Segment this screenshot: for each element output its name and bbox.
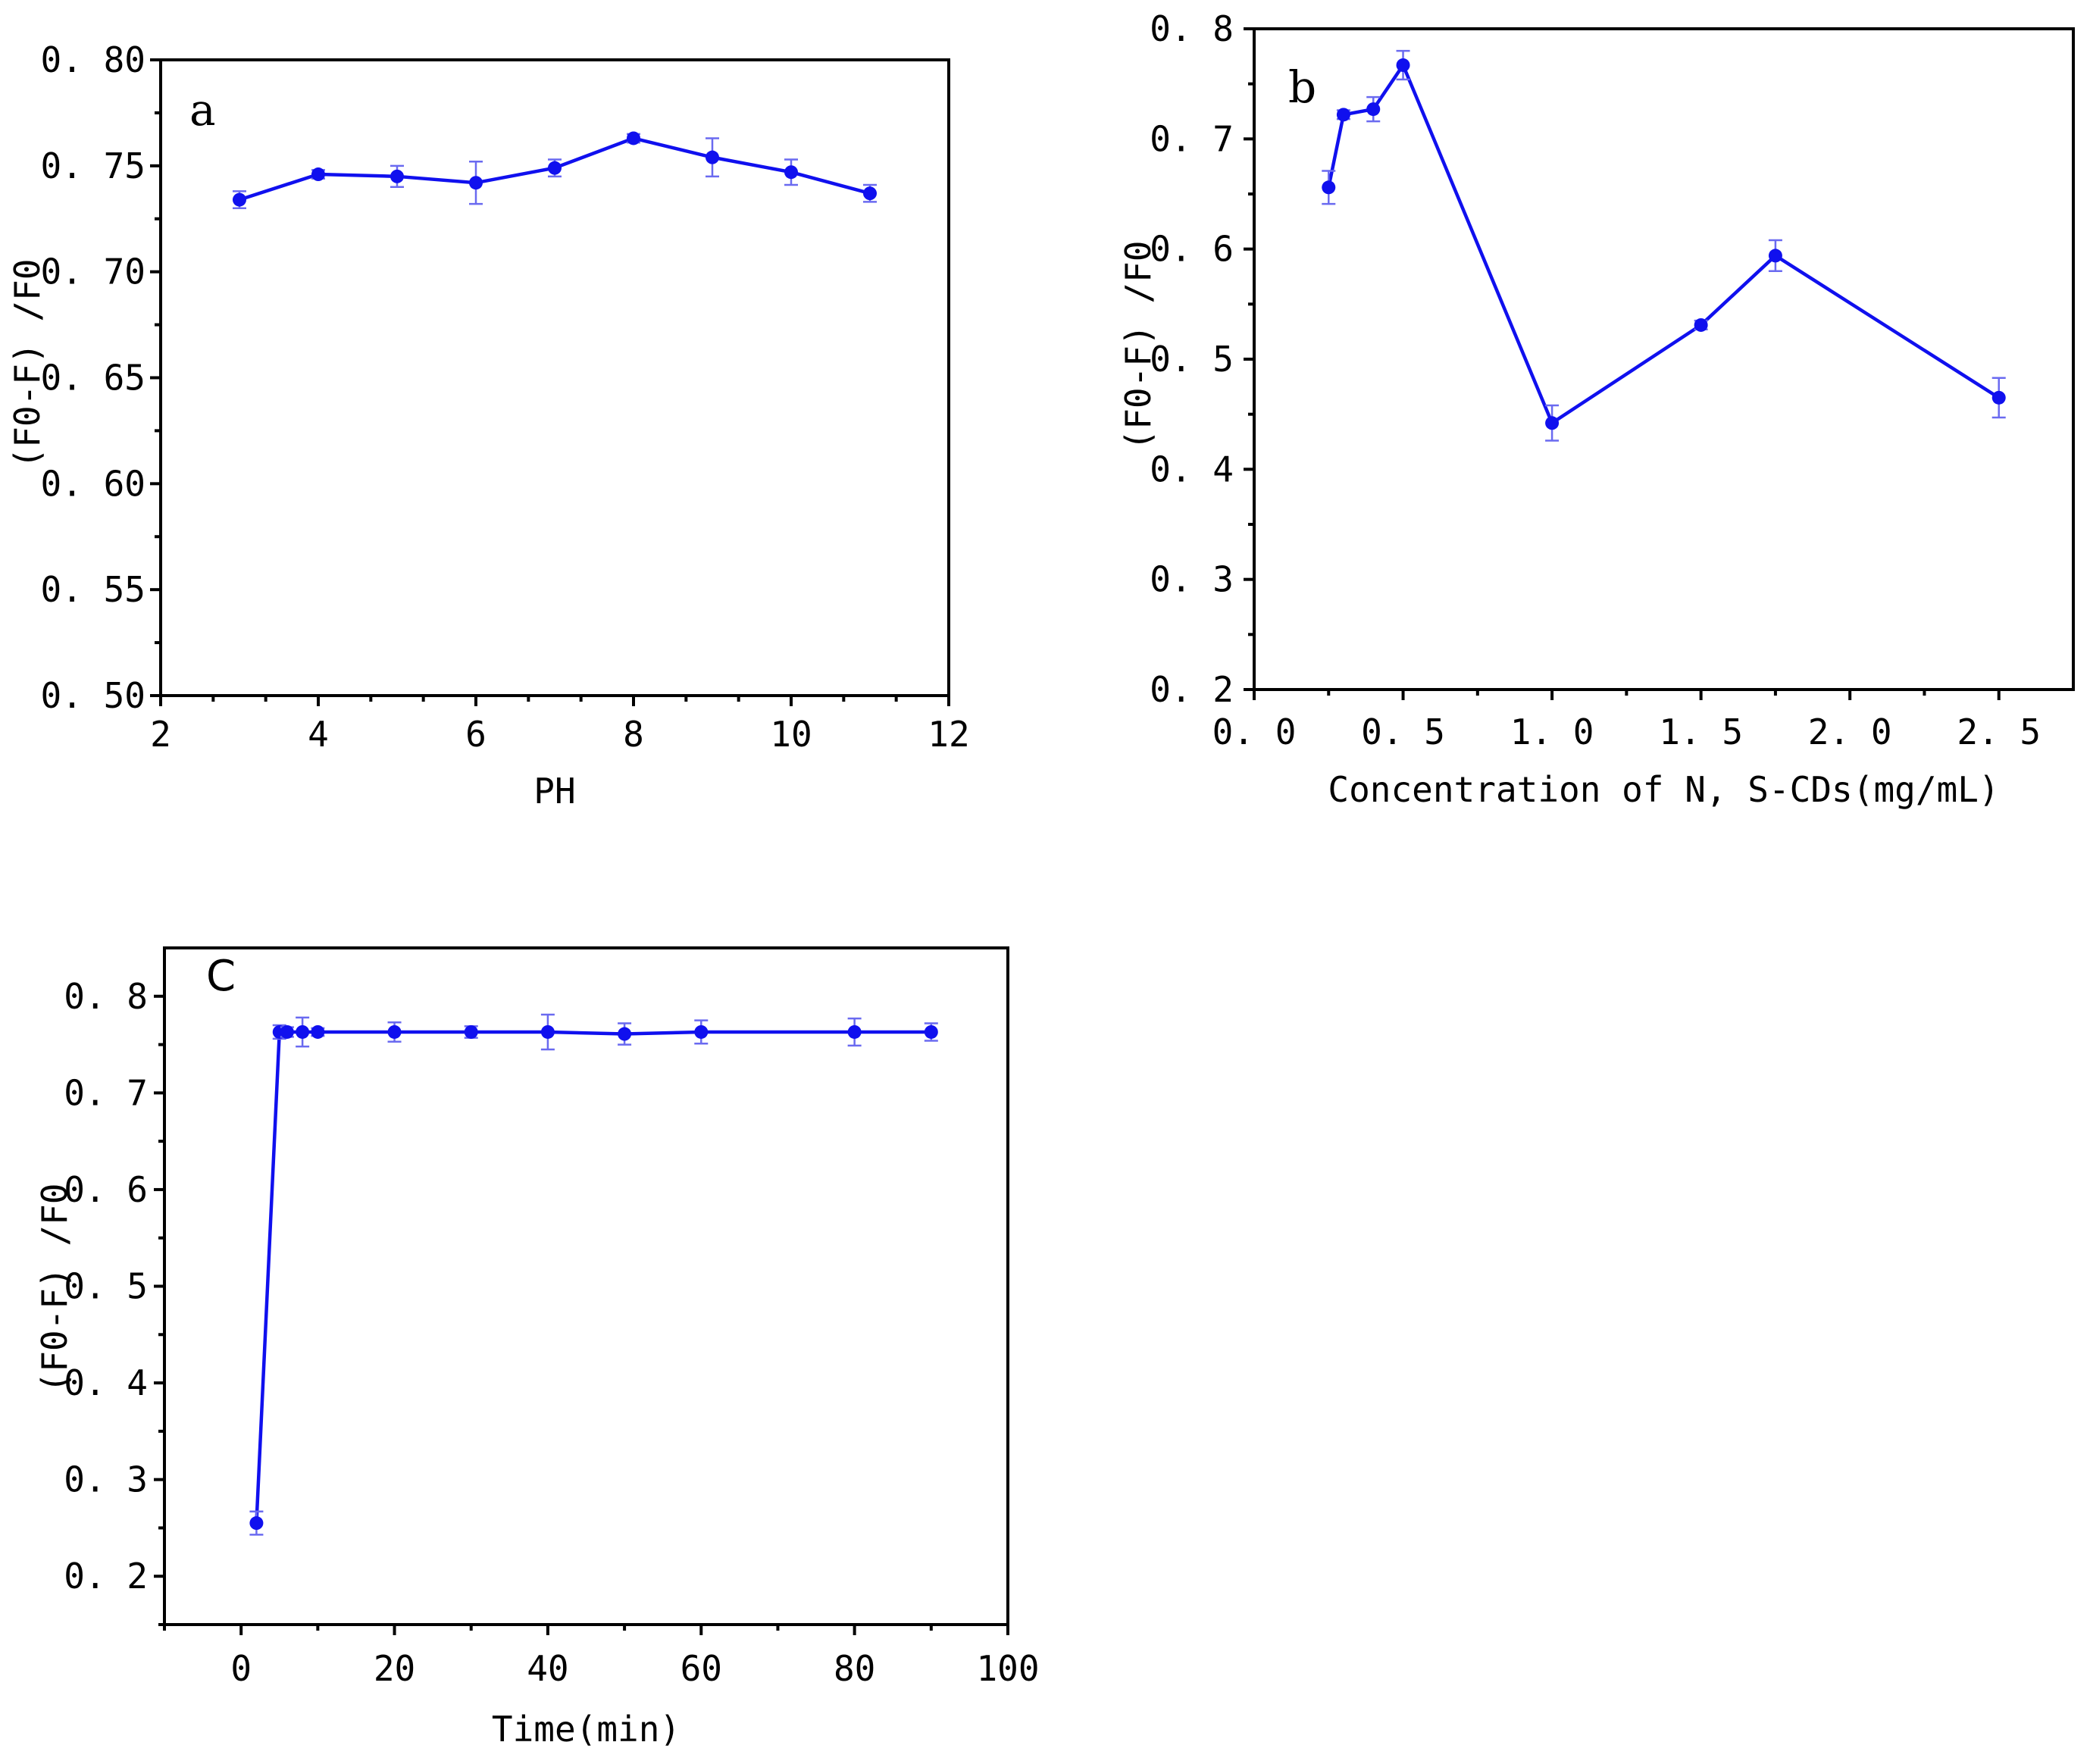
x-tick-label: 1. 0 — [1510, 712, 1594, 752]
data-point — [847, 1024, 862, 1039]
chart-panel-b: 0. 0 0. 5 1. 0 1. 5 2. 0 2. 5 0. 2 0. 3 0. 4 0. 5… — [1118, 8, 2075, 810]
plot-frame — [163, 946, 1009, 1626]
data-point — [863, 186, 877, 201]
data-point — [469, 176, 483, 190]
data-point — [387, 1024, 402, 1039]
data-point — [548, 161, 562, 175]
data-point — [296, 1024, 310, 1039]
x-tick-label: 0 — [230, 1648, 252, 1689]
data-point — [1991, 390, 2006, 405]
data-point — [390, 169, 404, 183]
x-tick-label: 2 — [150, 714, 171, 755]
x-axis-title: PH — [533, 771, 575, 812]
x-tick-label: 100 — [976, 1648, 1039, 1689]
y-axis-title: (F0-F) /F0 — [7, 259, 48, 469]
y-tick-label: 0. 4 — [64, 1362, 148, 1403]
y-tick-label: 0. 2 — [1150, 669, 1234, 710]
x-tick-label: 1. 5 — [1659, 712, 1743, 752]
x-tick-label: 8 — [623, 714, 644, 755]
y-tick-label: 0. 8 — [1150, 8, 1234, 49]
series-line — [1327, 61, 2000, 426]
data-point — [924, 1024, 938, 1039]
y-tick-label: 0. 7 — [1150, 118, 1234, 159]
x-tick-label: 60 — [681, 1648, 722, 1689]
y-tick-label: 0. 3 — [1150, 559, 1234, 600]
panel-letter: C — [206, 952, 236, 1001]
data-point — [1694, 317, 1708, 332]
data-point — [540, 1024, 555, 1039]
y-tick-label: 0. 75 — [41, 145, 145, 186]
x-tick-label: 6 — [465, 714, 487, 755]
y-tick-label: 0. 70 — [41, 252, 145, 292]
data-point — [1336, 108, 1350, 122]
x-tick-label: 20 — [374, 1648, 415, 1689]
y-tick-label: 0. 2 — [64, 1556, 148, 1597]
y-tick-label: 0. 60 — [41, 463, 145, 504]
y-axis-title: (F0-F) /F0 — [34, 1184, 75, 1393]
data-point — [784, 165, 798, 180]
x-tick-label: 0. 5 — [1361, 712, 1445, 752]
y-tick-label: 0. 7 — [64, 1072, 148, 1113]
x-tick-label: 12 — [928, 714, 969, 755]
x-tick-label: 80 — [834, 1648, 875, 1689]
data-point — [233, 192, 246, 207]
chart-panel-a: 2 4 6 8 10 12 0. 50 0. 55 0. 60 0. 65 0. 70 0. 75 0.… — [7, 39, 970, 812]
series-line — [255, 1030, 931, 1524]
y-tick-label: 0. 5 — [1150, 339, 1234, 380]
data-point — [249, 1516, 264, 1531]
x-tick-label: 0. 0 — [1212, 712, 1297, 752]
x-tick-label: 2. 0 — [1808, 712, 1892, 752]
x-tick-label: 4 — [308, 714, 329, 755]
y-tick-label: 0. 50 — [41, 675, 145, 716]
x-tick-label: 10 — [770, 714, 812, 755]
panel-letter: b — [1288, 61, 1316, 113]
y-tick-label: 0. 4 — [1150, 449, 1234, 489]
data-point — [618, 1027, 632, 1041]
data-point — [706, 150, 719, 164]
data-point — [311, 1024, 325, 1039]
y-tick-label: 0. 6 — [1150, 229, 1234, 270]
y-tick-label: 0. 3 — [64, 1459, 148, 1500]
y-tick-label: 0. 5 — [64, 1266, 148, 1307]
x-tick-label: 2. 5 — [1957, 712, 2041, 752]
data-point — [694, 1024, 709, 1039]
data-point — [280, 1024, 294, 1039]
data-point — [1322, 180, 1336, 195]
y-tick-label: 0. 65 — [41, 358, 145, 399]
y-axis-title: (F0-F) /F0 — [1118, 241, 1159, 451]
plot-frame — [1253, 27, 2075, 691]
panel-letter: a — [189, 84, 216, 136]
data-point — [464, 1024, 478, 1039]
x-tick-label: 40 — [527, 1648, 568, 1689]
y-tick-label: 0. 55 — [41, 569, 145, 610]
y-tick-label: 0. 8 — [64, 976, 148, 1017]
x-axis-title: Concentration of N, S-CDs(mg/mL) — [1328, 769, 1999, 810]
data-point — [1768, 249, 1782, 263]
data-point — [1396, 58, 1410, 72]
x-axis-title: Time(min) — [492, 1709, 681, 1750]
data-point — [311, 167, 325, 182]
chart-panel-c: 0 20 40 60 80 100 0. 2 0. 3 0. 4 0. 5 0. 6 0. 7 0. 8… — [34, 946, 1040, 1750]
data-point — [1366, 102, 1381, 117]
data-point — [627, 131, 640, 145]
y-tick-label: 0. 80 — [41, 39, 145, 80]
y-tick-label: 0. 6 — [64, 1169, 148, 1210]
data-point — [1545, 416, 1560, 430]
plot-frame — [159, 58, 950, 697]
